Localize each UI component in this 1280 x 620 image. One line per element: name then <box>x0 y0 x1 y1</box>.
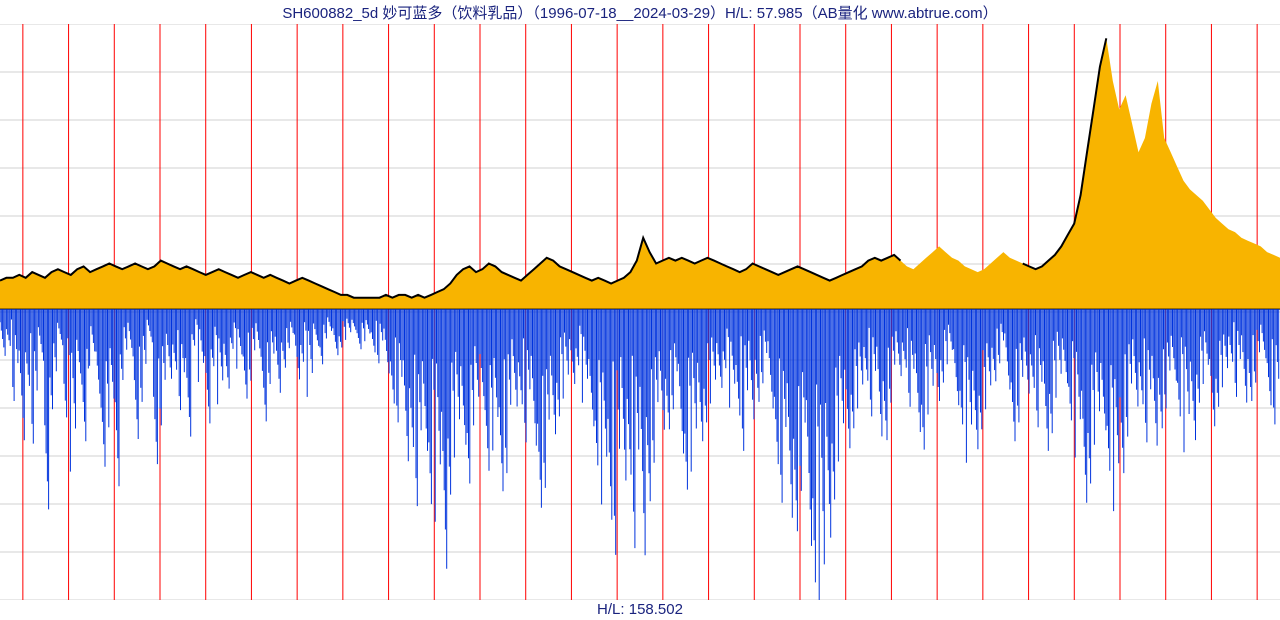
chart-plot-area <box>0 24 1280 600</box>
chart-footer: H/L: 158.502 <box>0 601 1280 618</box>
chart-title: SH600882_5d 妙可蓝多（饮料乳品）（1996-07-18__2024-… <box>0 2 1280 23</box>
stock-chart: SH600882_5d 妙可蓝多（饮料乳品）（1996-07-18__2024-… <box>0 0 1280 620</box>
